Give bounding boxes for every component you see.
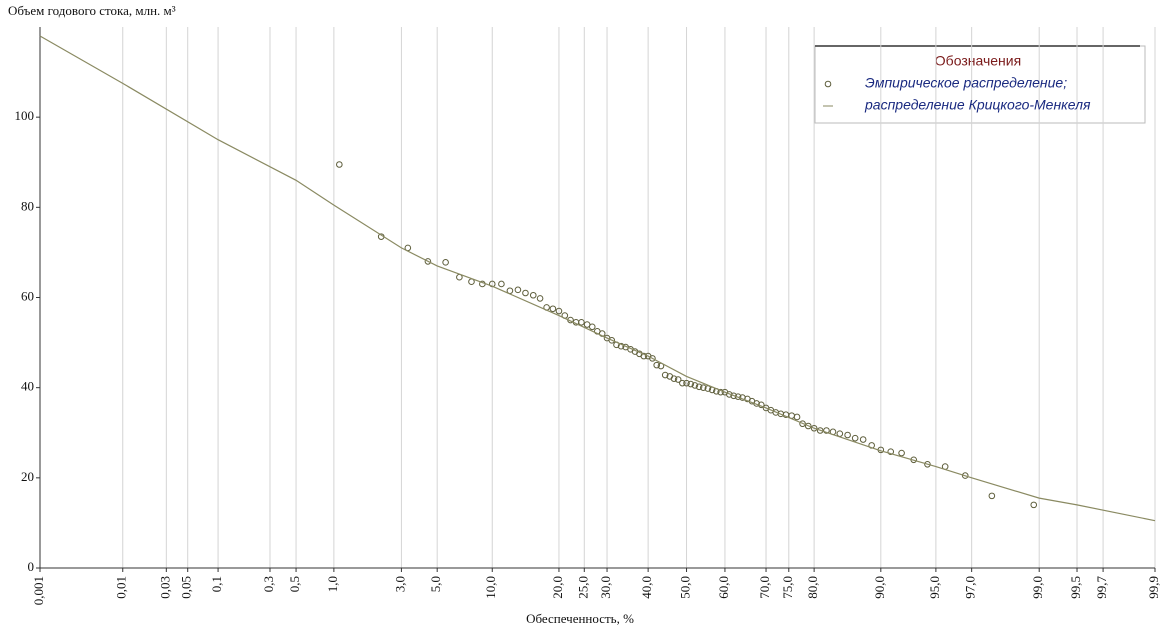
x-tick-label: 90,0 xyxy=(872,576,887,599)
point xyxy=(683,379,690,387)
point xyxy=(674,376,682,383)
y-tick-label: 80 xyxy=(21,198,34,213)
legend-label: Эмпирическое распределение; xyxy=(865,75,1067,91)
point xyxy=(608,337,616,344)
point xyxy=(578,318,585,326)
point xyxy=(810,424,818,432)
point xyxy=(649,355,656,362)
point xyxy=(336,161,343,168)
legend-label: распределение Крицкого-Менкеля xyxy=(864,97,1091,113)
x-tick-label: 0,5 xyxy=(287,576,302,592)
x-axis-title: Обеспеченность, % xyxy=(526,611,634,626)
point xyxy=(898,449,905,457)
x-tick-label: 99,9 xyxy=(1146,576,1161,599)
point xyxy=(844,431,851,439)
point xyxy=(823,427,830,434)
x-tick-label: 40,0 xyxy=(639,576,654,599)
x-tick-label: 50,0 xyxy=(678,576,693,599)
x-tick-label: 0,03 xyxy=(157,576,172,599)
point xyxy=(588,323,596,331)
x-tick-label: 95,0 xyxy=(927,576,942,599)
x-tick-label: 25,0 xyxy=(575,576,590,599)
point xyxy=(887,448,895,455)
point xyxy=(536,295,544,302)
x-tick-label: 5,0 xyxy=(428,576,443,592)
x-tick-label: 0,05 xyxy=(179,576,194,599)
point xyxy=(661,371,669,379)
point xyxy=(859,436,867,443)
x-tick-label: 1,0 xyxy=(325,576,340,592)
point xyxy=(653,361,661,369)
x-tick-label: 60,0 xyxy=(716,576,731,599)
point xyxy=(555,307,563,315)
x-tick-label: 0,1 xyxy=(209,576,224,592)
point xyxy=(691,382,699,389)
legend-box xyxy=(814,45,1146,124)
x-tick-label: 10,0 xyxy=(483,576,498,599)
distribution-line xyxy=(39,35,1156,522)
point xyxy=(799,420,806,428)
x-tick-label: 99,5 xyxy=(1068,576,1083,599)
y-tick-label: 20 xyxy=(21,469,34,484)
point xyxy=(424,258,432,265)
point xyxy=(687,380,695,388)
point xyxy=(804,422,812,430)
legend-title: Обозначения xyxy=(935,53,1021,69)
y-axis-title: Объем годового стока, млн. м³ xyxy=(8,3,176,18)
y-tick-label: 100 xyxy=(15,108,35,123)
point xyxy=(924,461,931,468)
x-tick-label: 0,01 xyxy=(114,576,129,599)
y-tick-label: 60 xyxy=(21,288,34,303)
point xyxy=(730,392,737,400)
point xyxy=(442,259,449,266)
x-tick-label: 0,001 xyxy=(31,576,46,605)
y-tick-label: 0 xyxy=(28,559,35,574)
point xyxy=(617,342,625,350)
point xyxy=(988,492,996,500)
point xyxy=(514,286,522,294)
y-tick-label: 40 xyxy=(21,379,34,394)
point xyxy=(640,352,648,360)
point xyxy=(793,413,801,421)
point xyxy=(522,289,529,297)
x-tick-label: 30,0 xyxy=(598,576,613,599)
x-tick-label: 0,3 xyxy=(261,576,276,592)
x-tick-label: 99,7 xyxy=(1094,576,1109,599)
point xyxy=(816,427,824,434)
point xyxy=(851,434,859,442)
x-tick-label: 20,0 xyxy=(550,576,565,599)
point xyxy=(1030,501,1038,509)
point xyxy=(529,291,537,299)
point xyxy=(695,383,703,391)
point xyxy=(961,472,969,479)
x-tick-label: 97,0 xyxy=(963,576,978,599)
legend-marker xyxy=(824,80,832,88)
point xyxy=(670,375,678,382)
x-tick-label: 99,0 xyxy=(1030,576,1045,599)
point xyxy=(679,379,686,387)
x-tick-label: 70,0 xyxy=(757,576,772,599)
x-tick-label: 75,0 xyxy=(780,576,795,599)
x-tick-label: 80,0 xyxy=(805,576,820,599)
point xyxy=(498,280,505,288)
point xyxy=(699,384,707,391)
point xyxy=(549,305,557,313)
point xyxy=(836,430,844,437)
x-tick-label: 3,0 xyxy=(392,576,407,592)
